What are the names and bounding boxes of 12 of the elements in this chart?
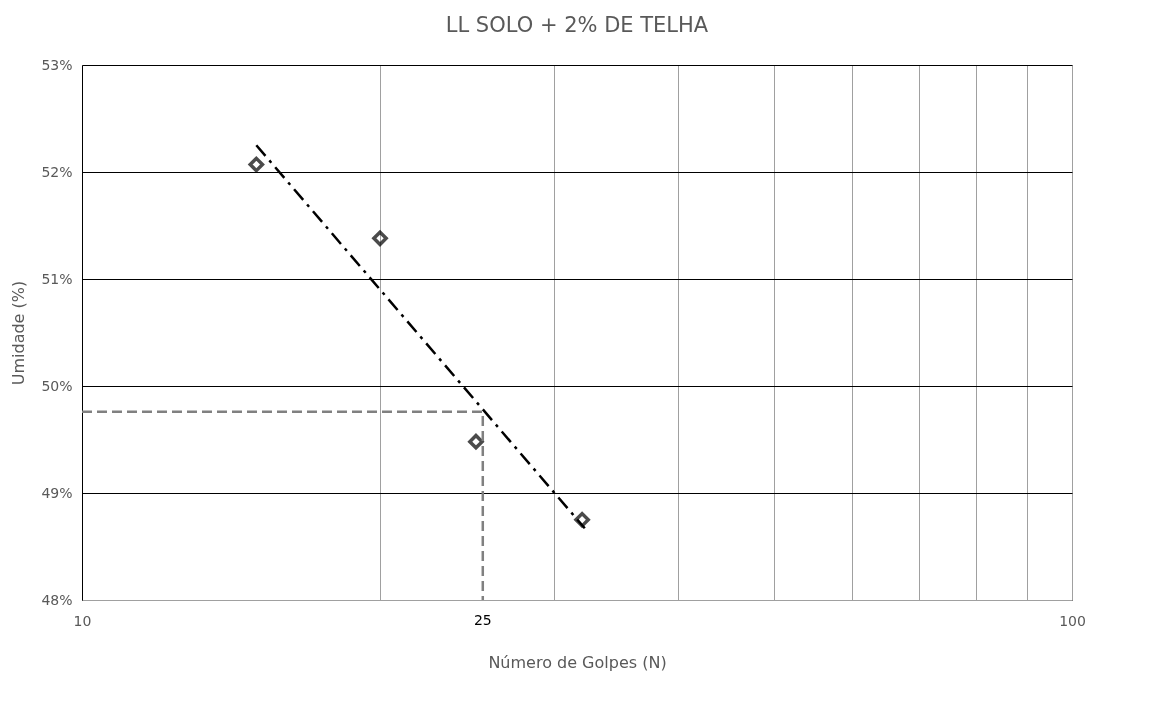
y-tick-label: 51% xyxy=(41,270,73,287)
x-axis-title: Número de Golpes (N) xyxy=(488,652,667,672)
y-tick-label: 50% xyxy=(41,377,73,394)
x-tick-label: 10 xyxy=(73,612,92,629)
y-tick-label: 52% xyxy=(41,163,73,180)
text: 25 xyxy=(473,612,492,628)
x-tick-label: 100 xyxy=(1059,612,1086,629)
y-tick-label: 49% xyxy=(41,484,73,501)
chart-title: LL SOLO + 2% DE TELHA xyxy=(445,13,709,37)
y-tick-label: 53% xyxy=(41,56,73,73)
y-axis-title: Umidade (%) xyxy=(9,280,29,386)
y-tick-label: 48% xyxy=(41,591,73,608)
